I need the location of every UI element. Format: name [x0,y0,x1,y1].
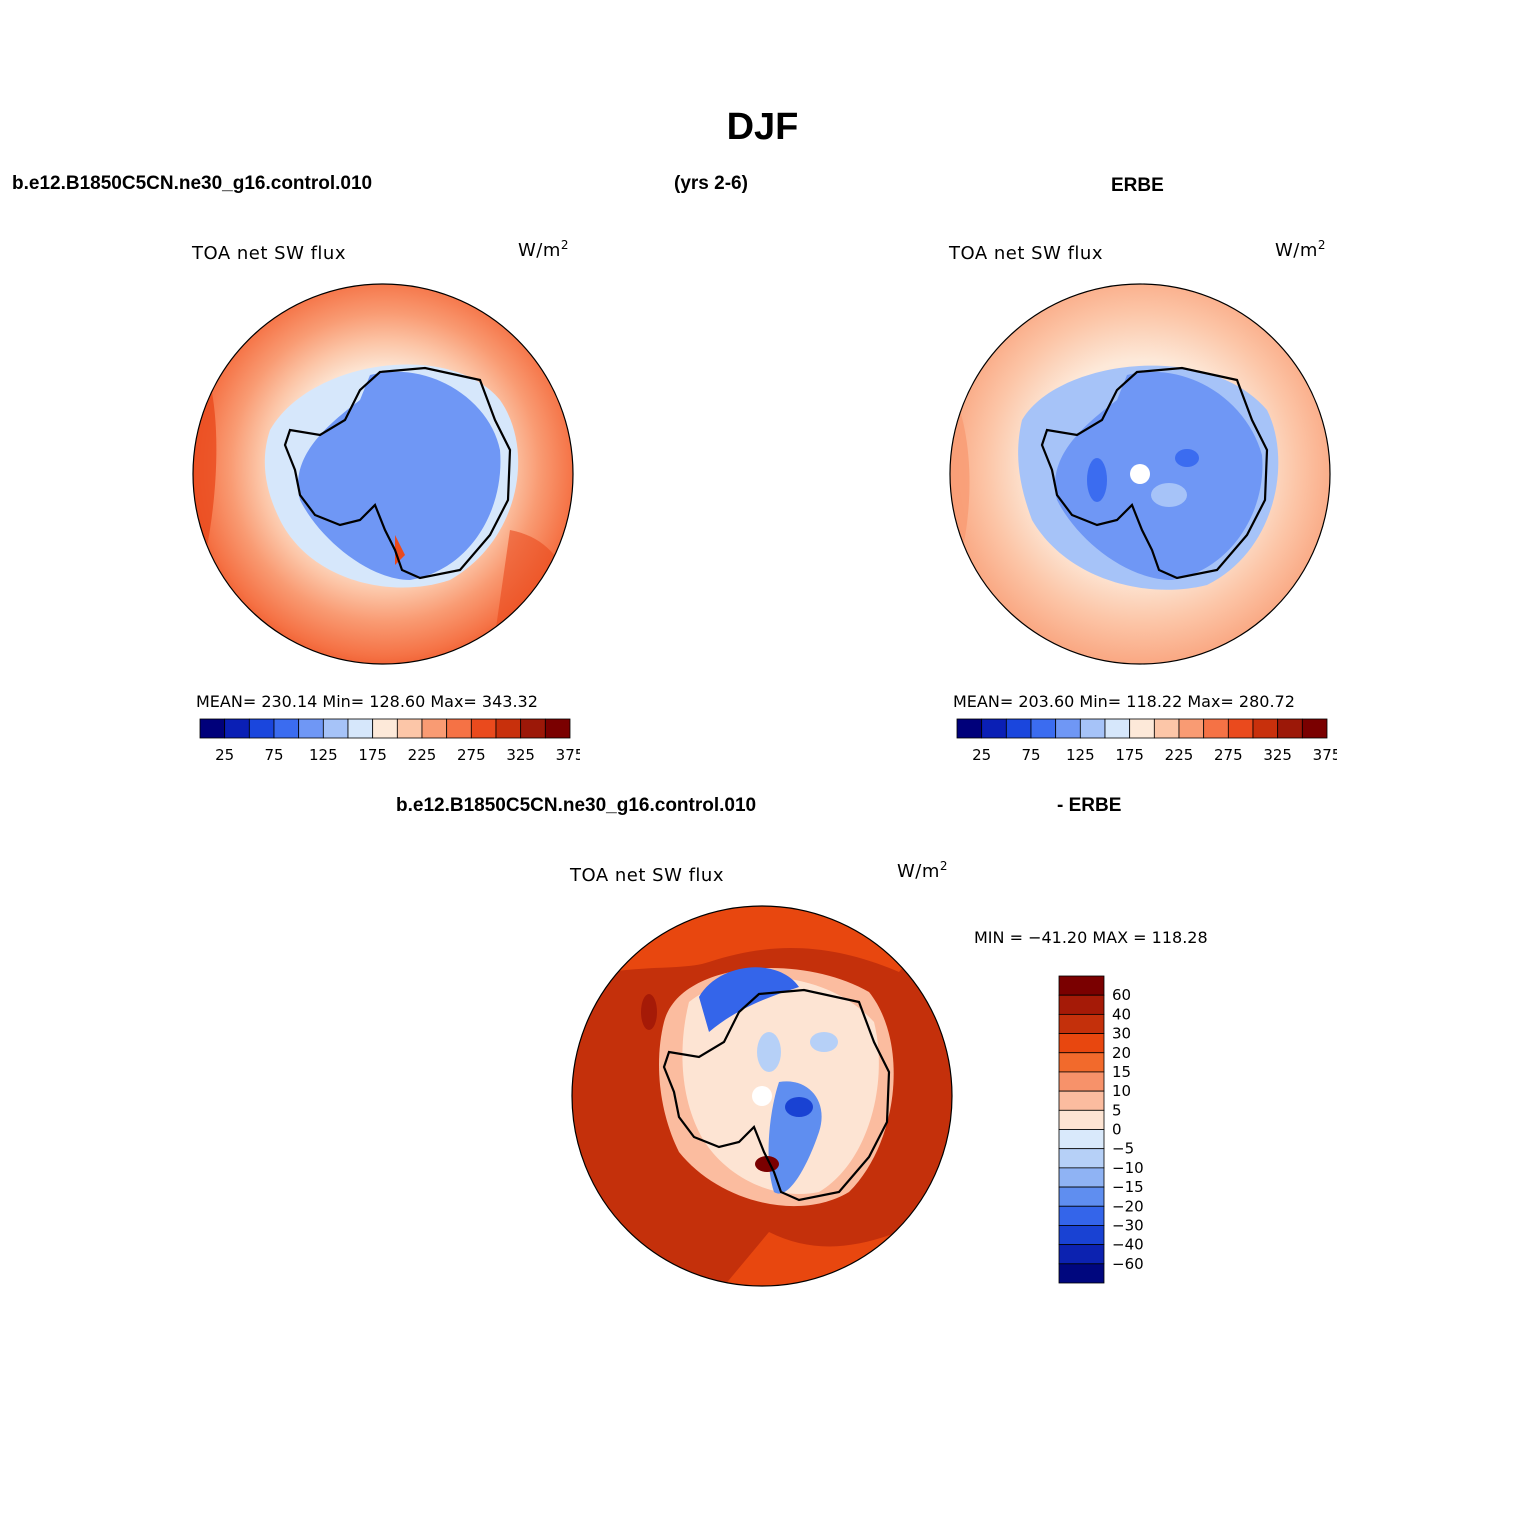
colorbar-swatch [1058,1148,1105,1169]
colorbar-tick-label: 225 [1165,746,1194,764]
colorbar-swatch [1227,718,1254,739]
colorbar-swatch [1005,718,1032,739]
colorbar-tick-label: −60 [1112,1255,1144,1273]
colorbar-swatch [1058,1225,1105,1246]
colorbar-tick-label: 0 [1112,1121,1122,1139]
colorbar-tick-label: −10 [1112,1159,1144,1177]
colorbar-tick-label: 125 [309,746,338,764]
colorbar-swatch [1153,718,1180,739]
colorbar-swatch [1058,975,1105,996]
colorbar-swatch [1058,1244,1105,1265]
diff-obs-header: - ERBE [1057,795,1122,816]
colorbar-swatch [446,718,472,739]
colorbar-swatch [495,718,522,739]
colorbar-tick-label: 5 [1112,1101,1122,1119]
colorbar-swatch [273,718,300,739]
colorbar-swatch [1030,718,1057,739]
panel-2-label: TOA net SW flux [949,243,1103,264]
colorbar-swatch [372,718,398,739]
colorbar-swatch [1058,1129,1105,1150]
colorbar-swatch [1058,1167,1105,1188]
colorbar-tick-label: 325 [1263,746,1292,764]
colorbar-swatch [981,718,1007,739]
colorbar-swatch [470,718,497,739]
colorbar-tick-label: 125 [1066,746,1095,764]
colorbar-tick-label: 25 [215,746,234,764]
colorbar-tick-label: 75 [264,746,283,764]
colorbar-swatch [544,718,571,739]
colorbar-tick-label: −20 [1112,1197,1144,1215]
colorbar-swatch [1178,718,1205,739]
panel-3-stats: MIN = −41.20 MAX = 118.28 [974,928,1208,947]
colorbar-swatch [1058,1090,1105,1111]
years-header: (yrs 2-6) [674,173,748,194]
colorbar-swatch [1058,994,1105,1015]
colorbar-tick-label: −5 [1112,1140,1134,1158]
colorbar-tick-label: 10 [1112,1082,1131,1100]
colorbar-tick-label: −15 [1112,1178,1144,1196]
colorbar-swatch [421,718,448,739]
colorbar-tick-label: 175 [358,746,387,764]
colorbar-swatch [224,718,250,739]
colorbar-tick-label: 60 [1112,986,1131,1004]
colorbar-swatch [1058,1205,1105,1226]
panel-3-units: W/m2 [897,859,949,882]
colorbar-swatch [1058,1033,1105,1054]
obs-polar-map [949,283,1331,665]
colorbar-swatch [248,718,275,739]
colorbar-tick-label: 375 [556,746,580,764]
colorbar-swatch [199,718,226,739]
model-polar-map [192,283,574,665]
colorbar-swatch [1058,1013,1105,1034]
colorbar-swatch [520,718,546,739]
colorbar-tick-label: 325 [506,746,535,764]
colorbar-swatch [1252,718,1279,739]
case-name-header: b.e12.B1850C5CN.ne30_g16.control.010 [12,173,373,194]
diff-case-header: b.e12.B1850C5CN.ne30_g16.control.010 [396,795,757,816]
colorbar-swatch [347,718,374,739]
panel-3-label: TOA net SW flux [570,865,724,886]
colorbar-swatch [1104,718,1131,739]
colorbar-swatch [1058,1263,1105,1284]
panel-2-units: W/m2 [1275,238,1327,261]
panel-1-units: W/m2 [518,238,570,261]
colorbar-model: 25 75 125 175 225 275 325 375 [199,718,580,764]
colorbar-tick-label: 20 [1112,1044,1131,1062]
colorbar-tick-label: 25 [972,746,991,764]
colorbar-tick-label: 30 [1112,1025,1131,1043]
panel-1-stats: MEAN= 230.14 Min= 128.60 Max= 343.32 [196,692,538,711]
colorbar-tick-label: 175 [1115,746,1144,764]
colorbar-tick-label: −30 [1112,1216,1144,1234]
colorbar-swatch [1277,718,1303,739]
colorbar-swatch [1058,1109,1105,1130]
colorbar-swatch [396,718,423,739]
colorbar-obs: 25 75 125 175 225 275 325 375 [956,718,1337,764]
colorbar-tick-label: 225 [408,746,437,764]
colorbar-swatch [1203,718,1229,739]
colorbar-swatch [322,718,349,739]
colorbar-swatch [1058,1052,1105,1073]
difference-polar-map [571,905,953,1287]
colorbar-tick-label: 75 [1021,746,1040,764]
colorbar-swatch [1058,1071,1105,1092]
colorbar-tick-label: 15 [1112,1063,1131,1081]
colorbar-swatch [1055,718,1081,739]
colorbar-tick-label: −40 [1112,1236,1144,1254]
colorbar-tick-label: 275 [1214,746,1243,764]
colorbar-tick-label: 40 [1112,1005,1131,1023]
colorbar-tick-label: 375 [1313,746,1337,764]
colorbar-tick-label: 275 [457,746,486,764]
panel-2-stats: MEAN= 203.60 Min= 118.22 Max= 280.72 [953,692,1295,711]
colorbar-swatch [956,718,983,739]
figure-title: DJF [726,106,799,148]
colorbar-swatch [298,718,324,739]
panel-1-label: TOA net SW flux [192,243,346,264]
colorbar-swatch [1301,718,1328,739]
colorbar-swatch [1129,718,1155,739]
colorbar-swatch [1058,1186,1105,1207]
colorbar-swatch [1079,718,1106,739]
obs-name-header: ERBE [1111,175,1164,196]
